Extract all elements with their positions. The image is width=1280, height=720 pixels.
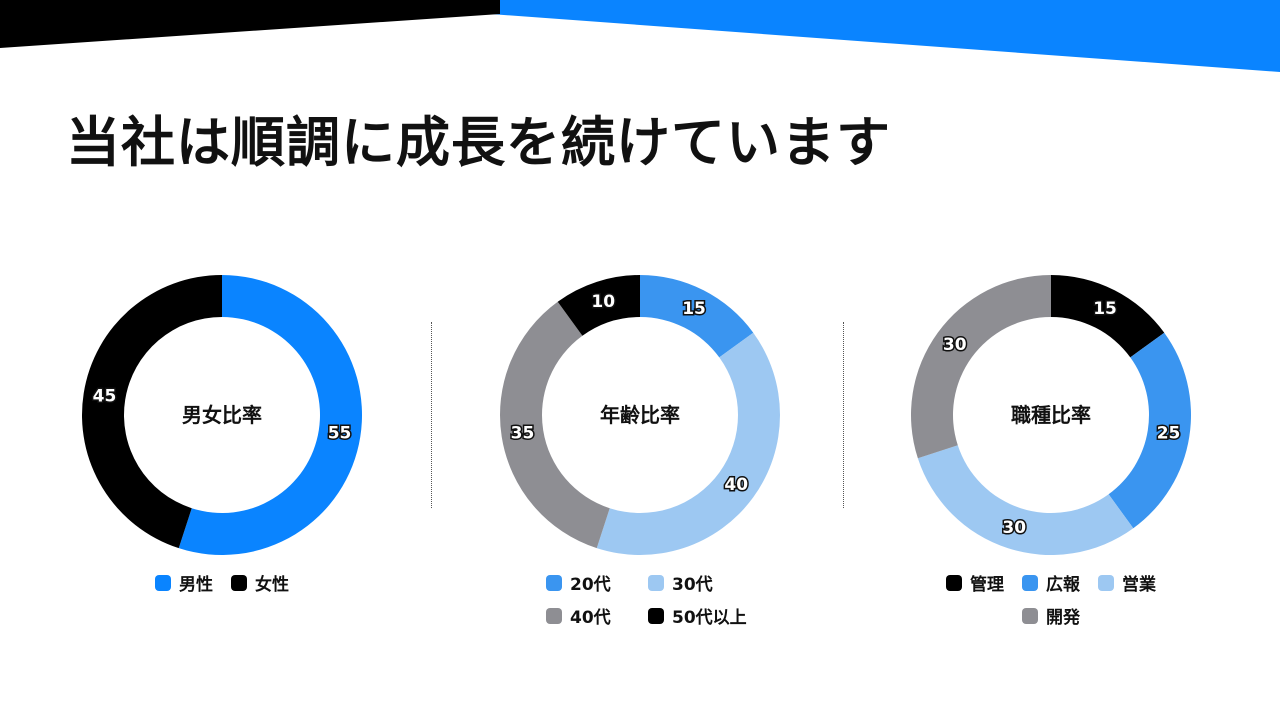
slice-value-label-age-1: 40	[724, 475, 748, 495]
legend-age: 20代 30代 40代 50代以上	[535, 570, 747, 628]
legend-label: 30代	[672, 575, 713, 595]
slice-value-label-job-2: 30	[1002, 518, 1026, 538]
legend-swatch	[648, 607, 664, 624]
center-label-age: 年齢比率	[600, 403, 680, 427]
legend-swatch	[231, 574, 247, 591]
donut-slice-age-0	[640, 275, 754, 358]
slice-value-label-age-3: 10	[591, 292, 615, 312]
legend-swatch	[155, 574, 171, 591]
legend-swatch	[1098, 574, 1114, 591]
slice-value-label-gender-0: 55	[328, 424, 352, 444]
legend-label: 女性	[255, 575, 289, 595]
slide-title: 当社は順調に成長を続けています	[66, 111, 891, 174]
legend-label: 20代	[570, 575, 611, 595]
chart-gender: 55 45 男女比率 男性 女性	[77, 270, 367, 630]
slice-value-label-job-0: 15	[1093, 299, 1117, 319]
legend-item-gender-0: 男性	[155, 570, 213, 595]
donut-job: 15 25 30 30	[911, 275, 1191, 555]
legend-item-job-3: 開発	[1022, 603, 1080, 628]
donut-slice-job-0	[1051, 275, 1165, 358]
legend-job: 管理 広報 営業開発	[906, 570, 1196, 628]
legend-item-age-1: 30代	[648, 570, 734, 595]
divider-left	[431, 322, 432, 508]
legend-label: 営業	[1122, 575, 1156, 595]
legend-item-job-2: 営業	[1098, 570, 1156, 595]
chart-job: 15 25 30 30 職種比率 管理 広報 営業開発	[906, 270, 1196, 630]
donut-slice-job-3	[911, 275, 1051, 459]
legend-label: 開発	[1046, 608, 1080, 628]
donut-gender: 55 45	[81, 275, 362, 555]
legend-label: 男性	[179, 575, 213, 595]
center-label-gender: 男女比率	[182, 403, 262, 427]
chart-age: 15 40 35 10 年齢比率 20代 30代 40代 50代以上	[495, 270, 785, 630]
donut-slice-gender-1	[81, 275, 222, 549]
donut-age: 15 40 35 10	[500, 275, 780, 555]
donut-slice-job-2	[917, 445, 1134, 555]
legend-item-age-2: 40代	[546, 603, 632, 628]
donut-slice-age-2	[500, 301, 610, 549]
legend-label: 管理	[970, 575, 1004, 595]
legend-label: 50代以上	[672, 608, 747, 628]
slice-value-label-job-1: 25	[1157, 424, 1181, 444]
legend-label: 40代	[570, 608, 611, 628]
header-stripe-blue	[300, 0, 1280, 72]
center-label-job: 職種比率	[1011, 403, 1091, 427]
legend-swatch	[648, 574, 664, 591]
donut-slice-age-3	[557, 275, 640, 336]
slice-value-label-job-3: 30	[943, 335, 967, 355]
slice-value-label-age-2: 35	[511, 424, 535, 444]
slice-value-label-age-0: 15	[682, 299, 706, 319]
legend-item-job-0: 管理	[946, 570, 1004, 595]
legend-item-age-3: 50代以上	[648, 603, 747, 628]
donut-slice-job-1	[1108, 332, 1191, 529]
donut-slice-gender-0	[178, 275, 362, 555]
legend-swatch	[1022, 607, 1038, 624]
legend-swatch	[546, 574, 562, 591]
slice-value-label-gender-1: 45	[93, 386, 117, 406]
divider-right	[843, 322, 844, 508]
legend-item-job-1: 広報	[1022, 570, 1080, 595]
legend-item-gender-1: 女性	[231, 570, 289, 595]
header-stripe-black	[0, 0, 500, 48]
legend-label: 広報	[1046, 575, 1080, 595]
legend-swatch	[546, 607, 562, 624]
legend-swatch	[946, 574, 962, 591]
donut-slice-age-1	[596, 332, 780, 555]
legend-swatch	[1022, 574, 1038, 591]
legend-gender: 男性 女性	[77, 570, 367, 595]
header-decoration	[0, 0, 1280, 72]
legend-item-age-0: 20代	[546, 570, 632, 595]
